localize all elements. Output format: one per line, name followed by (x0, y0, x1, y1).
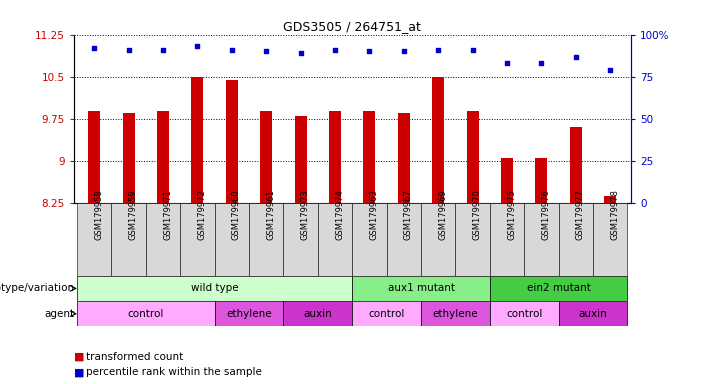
Text: GSM179961: GSM179961 (266, 189, 275, 240)
Text: control: control (128, 309, 164, 319)
Point (88, 45, 100, 51)
Text: ■: ■ (74, 352, 84, 362)
Bar (146, 204, 180, 276)
Bar (593, 204, 627, 276)
Point (329, 47, 341, 53)
Point (467, 47, 478, 53)
Point (501, 60, 512, 66)
Text: ethylene: ethylene (226, 309, 272, 319)
Text: GSM179974: GSM179974 (335, 189, 344, 240)
Point (158, 47, 169, 53)
Text: percentile rank within the sample: percentile rank within the sample (86, 367, 261, 377)
Bar (490, 204, 524, 276)
Text: agent: agent (44, 309, 74, 319)
Text: GSM179977: GSM179977 (576, 189, 585, 240)
Bar (363, 111, 376, 204)
Text: GSM179959: GSM179959 (129, 189, 137, 240)
Point (398, 48, 409, 55)
Bar (398, 113, 410, 204)
Title: GDS3505 / 264751_at: GDS3505 / 264751_at (283, 20, 421, 33)
Bar (353, 204, 387, 276)
Bar (490, 301, 559, 326)
Bar (501, 158, 513, 204)
Bar (77, 276, 353, 301)
Bar (294, 116, 306, 204)
Bar (88, 111, 100, 204)
Point (605, 67, 616, 73)
Text: GSM179969: GSM179969 (438, 189, 447, 240)
Point (261, 48, 272, 55)
Text: ein2 mutant: ein2 mutant (526, 283, 591, 293)
Text: aux1 mutant: aux1 mutant (388, 283, 454, 293)
Point (536, 60, 547, 66)
Text: GSM179973: GSM179973 (301, 189, 310, 240)
Bar (180, 204, 215, 276)
Point (295, 50, 306, 56)
Bar (467, 111, 479, 204)
Bar (387, 204, 421, 276)
Text: GSM179972: GSM179972 (198, 189, 207, 240)
Bar (329, 111, 341, 204)
Text: wild type: wild type (191, 283, 238, 293)
Text: ■: ■ (74, 367, 84, 377)
Bar (157, 111, 169, 204)
Bar (77, 301, 215, 326)
Point (226, 47, 238, 53)
Bar (215, 301, 283, 326)
Bar (353, 301, 421, 326)
Point (364, 48, 375, 55)
Text: GSM179960: GSM179960 (232, 189, 241, 240)
Bar (536, 158, 547, 204)
Bar (433, 77, 444, 204)
Bar (283, 301, 353, 326)
Text: GSM179971: GSM179971 (163, 189, 172, 240)
Bar (260, 111, 272, 204)
Text: GSM179963: GSM179963 (369, 189, 379, 240)
Bar (559, 204, 593, 276)
Point (433, 47, 444, 53)
Bar (77, 204, 111, 276)
Text: genotype/variation: genotype/variation (0, 283, 74, 293)
Bar (123, 113, 135, 204)
Bar (249, 204, 283, 276)
Text: control: control (369, 309, 405, 319)
Point (192, 43, 203, 50)
Bar (604, 196, 616, 204)
Text: GSM179976: GSM179976 (541, 189, 550, 240)
Bar (524, 204, 559, 276)
Bar (226, 79, 238, 204)
Bar (215, 204, 249, 276)
Bar (490, 276, 627, 301)
Point (570, 53, 581, 60)
Bar (559, 301, 627, 326)
Point (123, 47, 135, 53)
Bar (421, 301, 490, 326)
Bar (283, 204, 318, 276)
Bar (191, 77, 203, 204)
Bar (111, 204, 146, 276)
Bar (456, 204, 490, 276)
Bar (421, 204, 456, 276)
Bar (570, 127, 582, 204)
Text: GSM179958: GSM179958 (94, 189, 103, 240)
Text: auxin: auxin (579, 309, 608, 319)
Bar (318, 204, 353, 276)
Text: control: control (506, 309, 543, 319)
Text: auxin: auxin (304, 309, 332, 319)
Text: transformed count: transformed count (86, 352, 183, 362)
Text: GSM179978: GSM179978 (611, 189, 619, 240)
Text: GSM179967: GSM179967 (404, 189, 413, 240)
Text: GSM179975: GSM179975 (507, 189, 516, 240)
Text: ethylene: ethylene (433, 309, 478, 319)
Text: GSM179970: GSM179970 (472, 189, 482, 240)
Bar (353, 276, 490, 301)
